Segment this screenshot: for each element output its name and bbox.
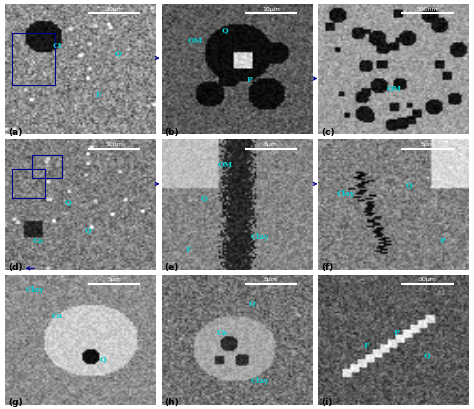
Text: F: F <box>95 91 101 99</box>
Text: F: F <box>186 246 191 254</box>
Text: OM: OM <box>187 36 202 45</box>
Text: P: P <box>394 329 400 337</box>
Text: Q: Q <box>249 299 255 308</box>
Text: Clay: Clay <box>26 286 44 294</box>
Text: Q: Q <box>84 227 91 234</box>
Text: 5μm: 5μm <box>421 142 435 147</box>
Text: 30μm: 30μm <box>419 277 437 282</box>
Bar <box>12 169 46 198</box>
Text: (e): (e) <box>164 263 179 272</box>
Text: Q: Q <box>406 181 412 189</box>
Text: (c): (c) <box>321 128 335 137</box>
Text: Clay: Clay <box>337 190 355 198</box>
Text: (g): (g) <box>8 398 22 407</box>
Text: Q: Q <box>100 355 106 363</box>
Text: 50μm: 50μm <box>105 142 123 147</box>
Text: Clay: Clay <box>250 378 269 386</box>
Text: Q: Q <box>115 49 121 58</box>
Text: Ca: Ca <box>217 329 228 337</box>
Text: 5μm: 5μm <box>264 142 278 147</box>
Text: (f): (f) <box>321 263 334 272</box>
Text: (a): (a) <box>8 128 22 137</box>
Text: Q: Q <box>65 198 72 206</box>
Text: 5μm: 5μm <box>264 277 278 282</box>
Text: 500nm: 500nm <box>417 7 438 12</box>
Text: Ca: Ca <box>52 312 63 320</box>
Bar <box>12 33 55 85</box>
Text: Q: Q <box>201 194 207 202</box>
Text: Q: Q <box>221 26 228 34</box>
Text: (h): (h) <box>164 398 179 407</box>
Text: P: P <box>439 237 445 245</box>
Text: OM: OM <box>386 85 401 93</box>
Text: Q: Q <box>424 351 430 360</box>
Text: 30μm: 30μm <box>105 7 123 12</box>
Text: (b): (b) <box>164 128 179 137</box>
Text: Clay: Clay <box>250 233 269 241</box>
Bar <box>32 155 62 178</box>
Text: 5μm: 5μm <box>107 277 121 282</box>
Text: (d): (d) <box>8 263 22 272</box>
Text: (i): (i) <box>321 398 333 407</box>
Text: Ct: Ct <box>53 42 63 50</box>
Text: OM: OM <box>218 162 233 169</box>
Text: Ca: Ca <box>32 237 44 245</box>
Text: F: F <box>364 342 369 351</box>
Text: P: P <box>246 76 252 83</box>
Text: 10μm: 10μm <box>262 7 280 12</box>
